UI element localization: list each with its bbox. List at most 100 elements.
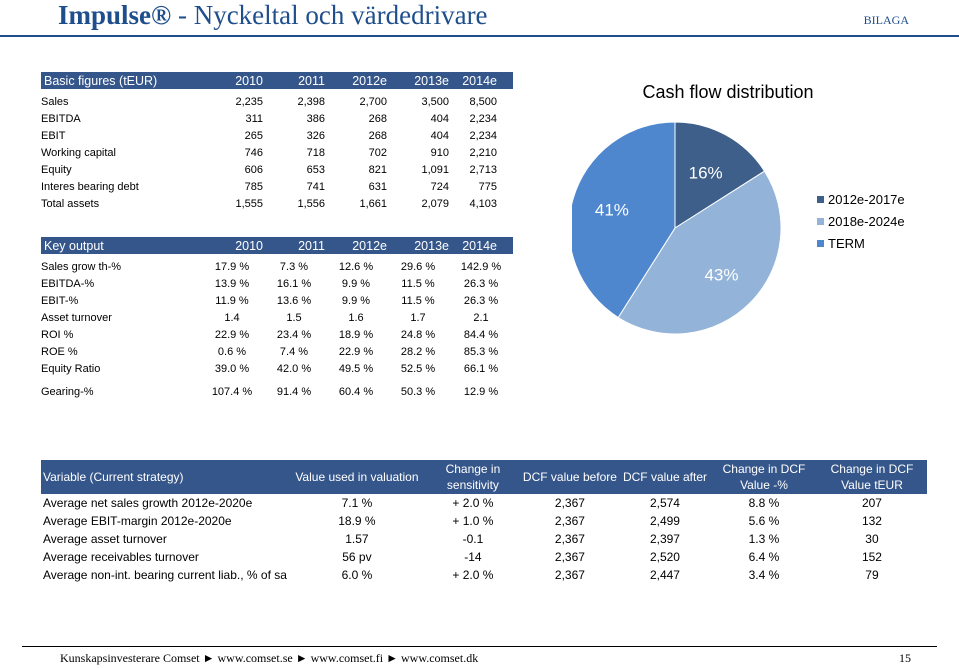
table-row: Sales 2,235 2,398 2,700 3,500 8,500: [41, 93, 513, 110]
basic-figures-header: Basic figures (tEUR) 2010 2011 2012e 201…: [41, 72, 513, 89]
cell-value: Average receivables turnover: [43, 550, 199, 564]
cell-value: 7.1 %: [341, 496, 373, 510]
cell-value: 821: [368, 163, 387, 176]
table-row: EBITDA 311 386 268 404 2,234: [41, 110, 513, 127]
page-number: 15: [899, 651, 911, 665]
legend-label: TERM: [828, 236, 865, 251]
cell-value: 11.9 %: [215, 294, 249, 307]
table-row: Equity Ratio 39.0 % 42.0 % 49.5 % 52.5 % 66.1…: [41, 360, 513, 377]
row-label: Sales: [41, 95, 69, 108]
cell-value: 1,556: [297, 197, 325, 210]
header-value-used: Value used in valuation: [288, 460, 425, 494]
cell-value: 910: [430, 146, 449, 159]
slice-label: 43%: [704, 265, 738, 284]
cell-value: + 1.0 %: [452, 514, 494, 528]
cell-value: 775: [478, 180, 497, 193]
cell-value: 84.4 %: [463, 328, 499, 341]
year-header: 2012e: [325, 72, 387, 89]
cell-value: 42.0 %: [276, 362, 312, 375]
cell-value: 26.3 %: [463, 277, 499, 290]
sensitivity-table: Variable (Current strategy) Value used i…: [41, 460, 927, 584]
table-row: Interes bearing debt 785 741 631 724 775: [41, 178, 513, 195]
cell-value: + 2.0 %: [452, 496, 494, 510]
cell-value: 7.3 %: [279, 260, 309, 273]
cell-value: 631: [368, 180, 387, 193]
pie-slice: [674, 121, 766, 229]
header-divider: [0, 35, 959, 37]
year-header: 2011: [263, 237, 325, 254]
row-label: EBIT: [41, 129, 66, 142]
key-output-table: Key output 2010 2011 2012e 2013e 2014e S…: [41, 237, 513, 400]
cell-value: 60.4 %: [338, 385, 374, 398]
cell-value: 22.9 %: [338, 345, 374, 358]
cell-value: 2,398: [297, 95, 325, 108]
cell-value: 1.4: [224, 311, 240, 324]
legend-swatch: [817, 240, 824, 247]
cell-value: 56 pv: [342, 550, 372, 564]
cell-value: 404: [430, 112, 449, 125]
cell-value: 18.9 %: [338, 514, 376, 528]
cell-value: 8,500: [469, 95, 497, 108]
table-row: Average EBIT-margin 2012e-2020e 18.9 % + 1…: [41, 512, 927, 530]
cell-value: 12.9 %: [463, 385, 499, 398]
cell-value: 7.4 %: [279, 345, 309, 358]
cell-value: 9.9 %: [341, 294, 371, 307]
cell-value: -0.1: [462, 532, 484, 546]
cell-value: 91.4 %: [276, 385, 312, 398]
cell-value: 50.3 %: [400, 385, 436, 398]
cell-value: 268: [368, 129, 387, 142]
cell-value: 2,700: [359, 95, 387, 108]
cell-value: 404: [430, 129, 449, 142]
cell-value: Average EBIT-margin 2012e-2020e: [43, 514, 232, 528]
row-label: Sales grow th-%: [41, 260, 122, 273]
cell-value: 79: [865, 568, 879, 582]
cell-value: 2.1: [473, 311, 489, 324]
year-header: 2011: [263, 72, 325, 89]
cell-value: 3,500: [421, 95, 449, 108]
cell-value: 49.5 %: [338, 362, 374, 375]
cell-value: 1.57: [345, 532, 369, 546]
header-change-dcf-teur: Change in DCF Value tEUR: [816, 460, 927, 494]
sensitivity-header: Variable (Current strategy) Value used i…: [41, 460, 927, 494]
footer-divider: [22, 646, 937, 647]
cell-value: 107.4 %: [211, 385, 253, 398]
header-change-dcf-pct: Change in DCF Value -%: [710, 460, 817, 494]
table-row: Average non-int. bearing current liab., …: [41, 566, 927, 584]
cell-value: 66.1 %: [463, 362, 499, 375]
header-dcf-before: DCF value before: [520, 460, 619, 494]
row-label: EBIT-%: [41, 294, 79, 307]
cell-value: 718: [306, 146, 325, 159]
year-header: 2013e: [387, 237, 449, 254]
cell-value: 85.3 %: [463, 345, 499, 358]
table-row: EBIT-% 11.9 % 13.6 % 9.9 % 11.5 % 26.3 %: [41, 292, 513, 309]
table-row: EBIT 265 326 268 404 2,234: [41, 127, 513, 144]
cell-value: 702: [368, 146, 387, 159]
cell-value: 11.5 %: [401, 277, 435, 290]
row-label: ROI %: [41, 328, 74, 341]
cell-value: 1,661: [359, 197, 387, 210]
cell-value: 152: [861, 550, 882, 564]
legend-swatch: [817, 196, 824, 203]
legend-label: 2012e-2017e: [828, 192, 905, 207]
cell-value: 0.6 %: [217, 345, 247, 358]
chart-title: Cash flow distribution: [642, 82, 813, 102]
cell-value: 23.4 %: [276, 328, 312, 341]
cell-value: 12.6 %: [338, 260, 374, 273]
cell-value: 16.1 %: [276, 277, 312, 290]
year-header: 2010: [201, 72, 263, 89]
cell-value: 142.9 %: [460, 260, 502, 273]
cell-value: 28.2 %: [400, 345, 436, 358]
header-change-sensitivity: Change in sensitivity: [424, 460, 521, 494]
cell-value: 1,091: [421, 163, 449, 176]
cell-value: 268: [368, 112, 387, 125]
legend-swatch: [817, 218, 824, 225]
cell-value: 386: [306, 112, 325, 125]
cell-value: 2,447: [649, 568, 680, 582]
cell-value: 741: [306, 180, 325, 193]
cell-value: + 2.0 %: [452, 568, 494, 582]
year-header: 2014e: [449, 72, 513, 89]
row-label: Equity Ratio: [41, 362, 101, 375]
cell-value: 11.5 %: [401, 294, 435, 307]
basic-figures-table: Basic figures (tEUR) 2010 2011 2012e 201…: [41, 72, 513, 212]
key-output-header: Key output 2010 2011 2012e 2013e 2014e: [41, 237, 513, 254]
